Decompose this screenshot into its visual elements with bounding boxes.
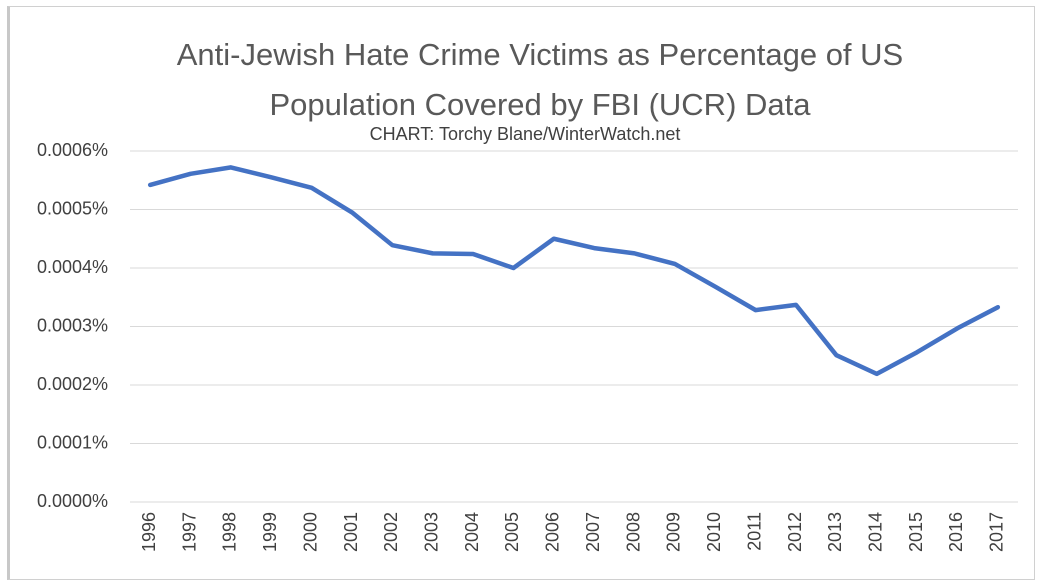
x-tick-label: 1997 — [179, 512, 199, 552]
x-tick-label: 2005 — [502, 512, 522, 552]
x-tick-label: 2013 — [825, 512, 845, 552]
x-tick-label: 2017 — [987, 512, 1007, 552]
x-tick-label: 2008 — [623, 512, 643, 552]
x-tick-label: 2012 — [785, 512, 805, 552]
y-tick-label: 0.0001% — [37, 432, 108, 452]
x-tick-label: 2009 — [664, 512, 684, 552]
x-tick-label: 2010 — [704, 512, 724, 552]
x-tick-label: 2003 — [421, 512, 441, 552]
y-tick-label: 0.0003% — [37, 315, 108, 335]
x-tick-label: 2007 — [583, 512, 603, 552]
chart-title: Anti-Jewish Hate Crime Victims as Percen… — [176, 37, 904, 122]
x-tick-label: 2004 — [462, 512, 482, 552]
y-tick-label: 0.0006% — [37, 140, 108, 160]
x-tick-label: 1996 — [139, 512, 159, 552]
x-tick-label: 2001 — [341, 512, 361, 552]
x-tick-label: 2002 — [381, 512, 401, 552]
x-tick-label: 2016 — [946, 512, 966, 552]
y-tick-label: 0.0005% — [37, 198, 108, 218]
y-tick-label: 0.0004% — [37, 257, 108, 277]
chart-subtitle: CHART: Torchy Blane/WinterWatch.net — [369, 124, 681, 144]
x-tick-label: 1999 — [260, 512, 280, 552]
x-tick-label: 2011 — [744, 512, 764, 551]
x-tick-label: 2015 — [906, 512, 926, 552]
x-tick-label: 1998 — [220, 512, 240, 552]
x-tick-label: 2000 — [300, 512, 320, 552]
y-tick-label: 0.0000% — [37, 491, 108, 511]
data-line — [147, 165, 1001, 377]
x-tick-label: 2014 — [865, 512, 885, 552]
x-tick-label: 2006 — [543, 512, 563, 552]
chart-frame — [7, 6, 1035, 580]
y-tick-label: 0.0002% — [37, 374, 108, 394]
